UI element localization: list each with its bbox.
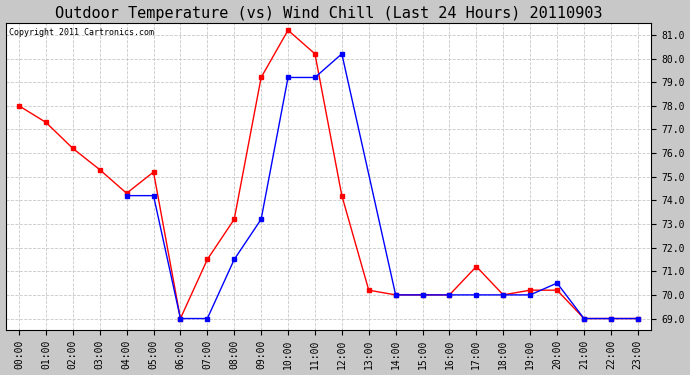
Title: Outdoor Temperature (vs) Wind Chill (Last 24 Hours) 20110903: Outdoor Temperature (vs) Wind Chill (Las… xyxy=(55,6,602,21)
Text: Copyright 2011 Cartronics.com: Copyright 2011 Cartronics.com xyxy=(9,28,154,37)
